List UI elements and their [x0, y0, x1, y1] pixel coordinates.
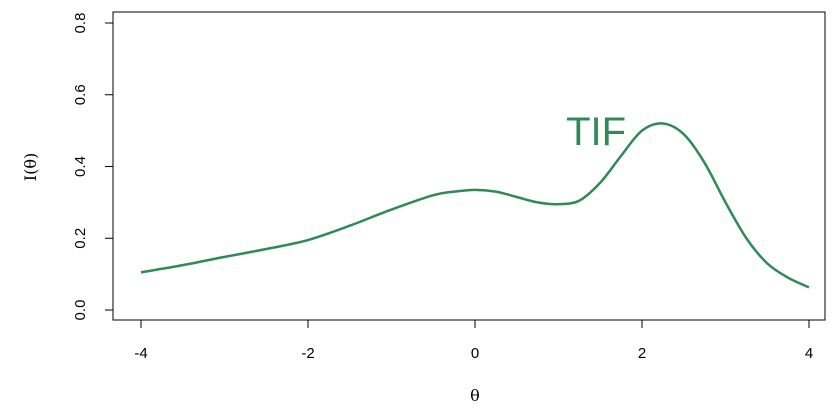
x-tick-label: 2: [638, 345, 646, 362]
x-tick-label: -2: [301, 345, 314, 362]
y-tick-label: 0.8: [72, 13, 89, 34]
y-tick-label: 0.6: [72, 84, 89, 105]
x-tick-label: 0: [471, 345, 479, 362]
y-tick-label: 0.0: [72, 300, 89, 321]
series-line: [140, 122, 810, 289]
y-axis-title: I(θ): [21, 153, 40, 181]
y-axis: 0.0 0.2 0.4 0.6 0.8: [72, 13, 114, 321]
y-tick-label: 0.4: [72, 156, 89, 177]
x-axis-title: θ: [470, 386, 480, 405]
annotation-label: TIF: [566, 110, 626, 154]
y-tick-label: 0.2: [72, 228, 89, 249]
annotation-layer: TIF: [566, 110, 626, 154]
x-tick-label: 4: [805, 345, 813, 362]
series-layer: [140, 122, 810, 289]
x-tick-label: -4: [134, 345, 147, 362]
x-axis: -4 -2 0 2 4: [134, 319, 813, 362]
plot-frame: [112, 11, 826, 321]
